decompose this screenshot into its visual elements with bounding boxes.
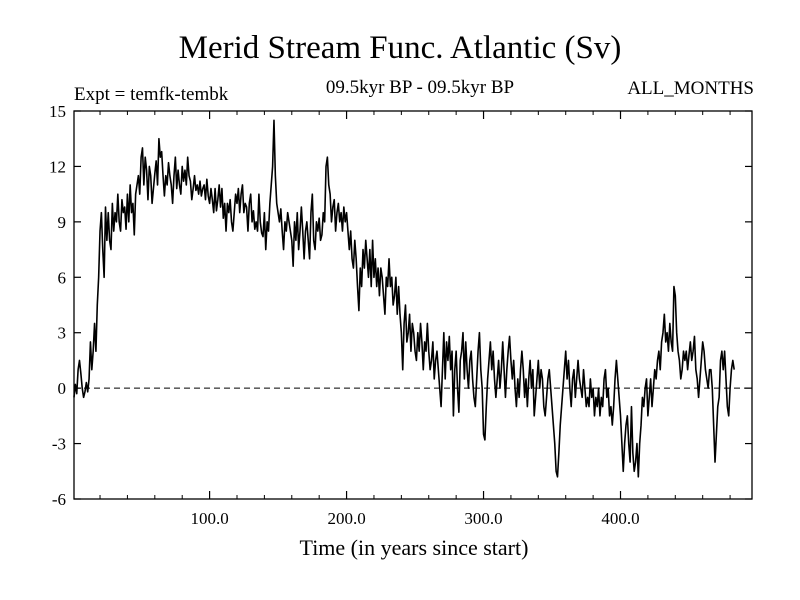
- y-tick-label: 9: [58, 213, 67, 232]
- y-tick-label: 12: [49, 157, 66, 176]
- series-line: [73, 119, 735, 478]
- y-axis-ticks: -6 -3 0 3 6 9 12 15: [49, 102, 752, 509]
- y-tick-label: 15: [49, 102, 66, 121]
- y-tick-label: 6: [58, 268, 67, 287]
- chart-title: Merid Stream Func. Atlantic (Sv): [178, 30, 622, 66]
- x-axis-ticks: 100.0 200.0 300.0 400.0: [99, 111, 731, 528]
- y-tick-label: 3: [58, 324, 67, 343]
- x-axis-label: Time (in years since start): [299, 535, 529, 560]
- x-tick-label: 200.0: [327, 509, 365, 528]
- x-tick-label: 400.0: [601, 509, 639, 528]
- y-tick-label: -6: [52, 490, 66, 509]
- period-label: 09.5kyr BP - 09.5kyr BP: [325, 77, 515, 98]
- plot-frame: [73, 110, 753, 500]
- x-tick-label: 100.0: [190, 509, 228, 528]
- y-tick-label: -3: [52, 435, 66, 454]
- y-tick-label: 0: [58, 379, 67, 398]
- x-tick-label: 300.0: [464, 509, 502, 528]
- experiment-label: Expt = temfk-tembk: [74, 84, 229, 105]
- months-label: ALL_MONTHS: [627, 78, 754, 99]
